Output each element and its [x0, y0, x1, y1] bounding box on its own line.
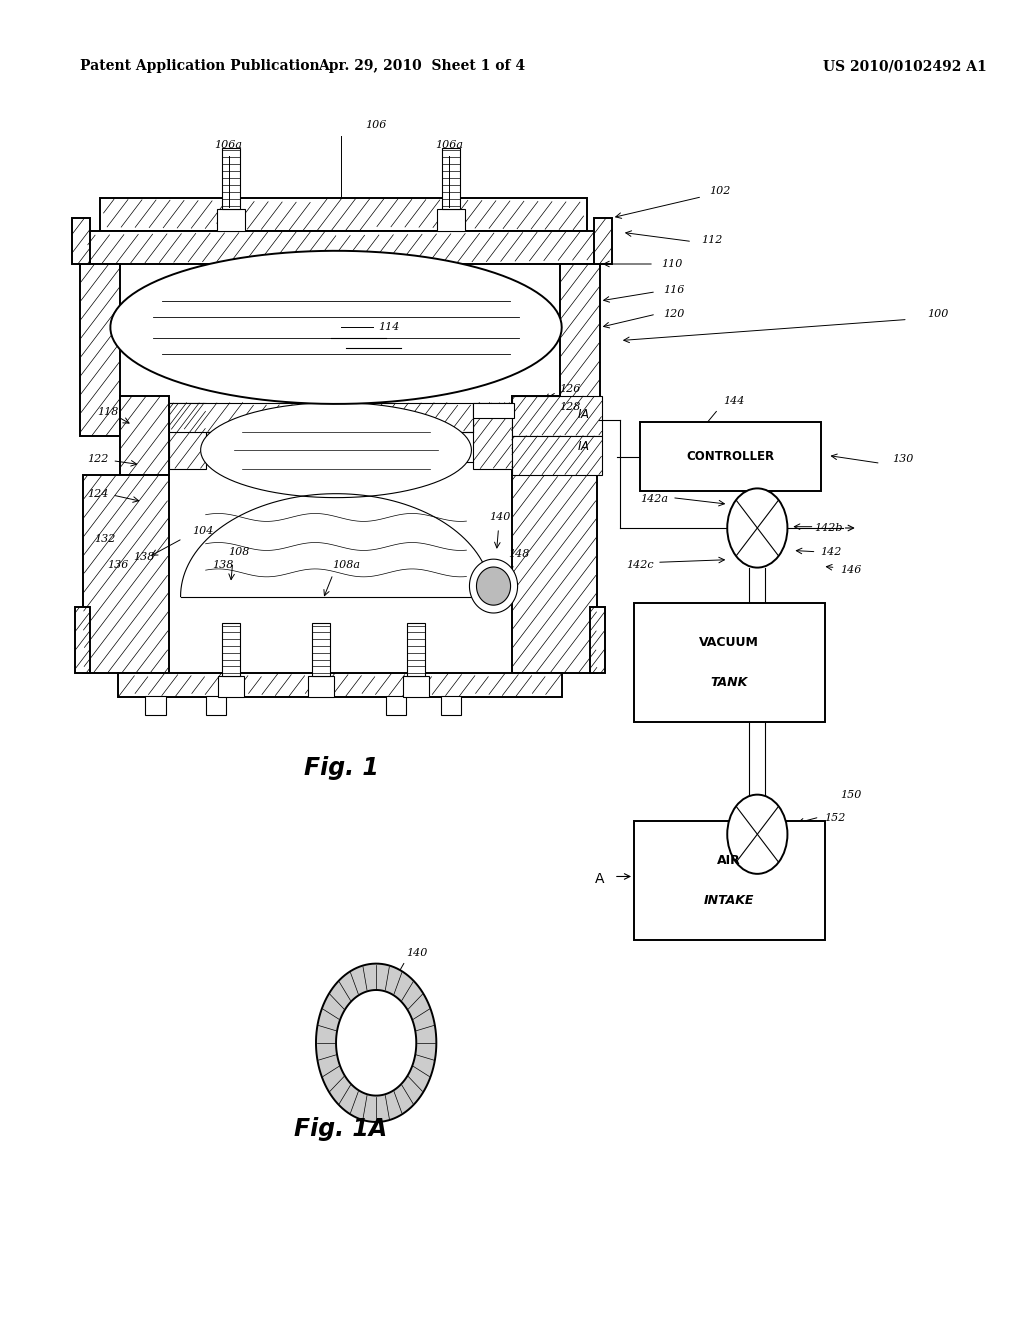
Text: 142: 142 — [820, 546, 842, 557]
Text: 118: 118 — [97, 407, 119, 417]
Text: 140: 140 — [407, 948, 428, 958]
Polygon shape — [560, 264, 600, 436]
Text: US 2010/0102492 A1: US 2010/0102492 A1 — [822, 59, 986, 74]
Bar — [403, 676, 429, 697]
Polygon shape — [121, 396, 169, 475]
Polygon shape — [316, 964, 436, 1122]
Text: 108a: 108a — [332, 560, 360, 570]
Text: 100: 100 — [927, 309, 948, 319]
Text: 138: 138 — [212, 560, 233, 570]
Bar — [218, 676, 244, 697]
Polygon shape — [512, 396, 560, 475]
Text: 126: 126 — [559, 384, 581, 395]
Text: 124: 124 — [88, 488, 109, 499]
Text: A: A — [595, 873, 604, 886]
Text: 142a: 142a — [640, 494, 668, 504]
Polygon shape — [73, 218, 90, 264]
Text: 108: 108 — [228, 546, 250, 557]
Text: INTAKE: INTAKE — [705, 894, 755, 907]
Text: Apr. 29, 2010  Sheet 1 of 4: Apr. 29, 2010 Sheet 1 of 4 — [317, 59, 525, 74]
Polygon shape — [476, 568, 511, 605]
Polygon shape — [169, 403, 206, 469]
Polygon shape — [85, 231, 597, 264]
Text: 152: 152 — [824, 813, 845, 824]
Bar — [206, 696, 225, 715]
Text: 144: 144 — [724, 396, 744, 407]
Text: 104: 104 — [191, 525, 213, 536]
Text: 106: 106 — [366, 120, 387, 131]
Circle shape — [727, 795, 787, 874]
Text: 106a: 106a — [435, 140, 464, 150]
Text: 130: 130 — [892, 454, 913, 465]
Polygon shape — [473, 403, 512, 469]
Polygon shape — [512, 396, 602, 436]
Text: 140: 140 — [488, 512, 510, 523]
Text: 146: 146 — [840, 565, 861, 576]
Text: 122: 122 — [88, 454, 109, 465]
Polygon shape — [111, 251, 562, 404]
Polygon shape — [169, 403, 473, 432]
Bar — [386, 696, 407, 715]
Text: 102: 102 — [710, 186, 731, 197]
Polygon shape — [75, 607, 90, 673]
Polygon shape — [83, 475, 169, 673]
Text: 120: 120 — [664, 309, 685, 319]
Bar — [473, 403, 514, 418]
Text: 116: 116 — [664, 285, 685, 296]
Bar — [634, 821, 824, 940]
Polygon shape — [437, 209, 466, 231]
Polygon shape — [590, 607, 605, 673]
Text: 136: 136 — [108, 560, 129, 570]
Bar — [221, 623, 240, 676]
Text: 106a: 106a — [215, 140, 243, 150]
Bar — [640, 422, 820, 491]
Polygon shape — [594, 218, 612, 264]
Polygon shape — [336, 990, 417, 1096]
Circle shape — [727, 488, 787, 568]
Text: 112: 112 — [701, 235, 723, 246]
Polygon shape — [80, 264, 121, 436]
Polygon shape — [217, 209, 245, 231]
Polygon shape — [512, 436, 602, 475]
Bar — [408, 623, 425, 676]
Text: 128: 128 — [559, 401, 581, 412]
Text: Fig. 1A: Fig. 1A — [295, 1117, 388, 1140]
Text: 148: 148 — [508, 549, 529, 560]
Bar — [221, 148, 240, 209]
Polygon shape — [469, 560, 517, 612]
Text: 150: 150 — [840, 789, 861, 800]
Text: CONTROLLER: CONTROLLER — [686, 450, 774, 463]
Text: VACUUM: VACUUM — [699, 636, 759, 649]
Polygon shape — [100, 198, 587, 231]
Text: 132: 132 — [94, 533, 116, 544]
Bar — [441, 696, 462, 715]
Bar — [308, 676, 334, 697]
Text: 114: 114 — [379, 322, 400, 333]
Bar — [634, 603, 824, 722]
Polygon shape — [119, 673, 562, 697]
Text: Fig. 1: Fig. 1 — [303, 756, 379, 780]
Bar — [442, 148, 461, 209]
Text: $\mathbf{\mathit{IA}}$: $\mathbf{\mathit{IA}}$ — [577, 440, 590, 453]
Text: AIR: AIR — [718, 854, 741, 867]
Text: 110: 110 — [662, 259, 683, 269]
Text: $\mathbf{\mathit{IA}}$: $\mathbf{\mathit{IA}}$ — [577, 408, 590, 421]
Polygon shape — [512, 475, 597, 673]
Bar — [312, 623, 330, 676]
Polygon shape — [201, 403, 471, 498]
Text: 138: 138 — [133, 552, 155, 562]
Bar — [145, 696, 166, 715]
Text: 142c: 142c — [626, 560, 653, 570]
Text: 142b: 142b — [814, 523, 843, 533]
Text: TANK: TANK — [711, 676, 748, 689]
Text: Patent Application Publication: Patent Application Publication — [80, 59, 319, 74]
